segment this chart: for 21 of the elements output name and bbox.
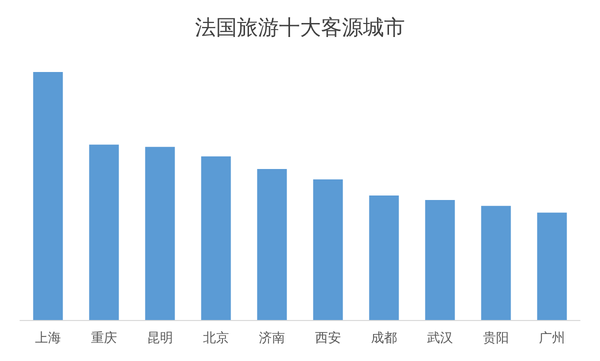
bar xyxy=(257,168,287,320)
x-tick-label: 济南 xyxy=(259,331,285,346)
x-tick-label: 贵阳 xyxy=(483,331,509,346)
bar xyxy=(369,196,399,320)
x-tick-label: 重庆 xyxy=(91,331,117,346)
bar xyxy=(425,200,455,320)
bar xyxy=(537,212,567,320)
bar xyxy=(313,179,343,320)
x-tick-label: 昆明 xyxy=(147,331,173,346)
x-tick-label: 武汉 xyxy=(427,331,453,346)
x-tick-label: 广州 xyxy=(539,331,565,346)
bar xyxy=(201,156,231,320)
bar xyxy=(33,72,63,320)
bar xyxy=(481,206,511,320)
x-tick-label: 成都 xyxy=(371,331,397,346)
x-tick-label: 北京 xyxy=(203,331,229,346)
x-tick-label: 上海 xyxy=(35,331,61,346)
x-tick-label: 西安 xyxy=(315,330,341,346)
bar xyxy=(145,146,175,320)
bar xyxy=(89,144,119,320)
chart-title: 法国旅游十大客源城市 xyxy=(195,16,405,40)
